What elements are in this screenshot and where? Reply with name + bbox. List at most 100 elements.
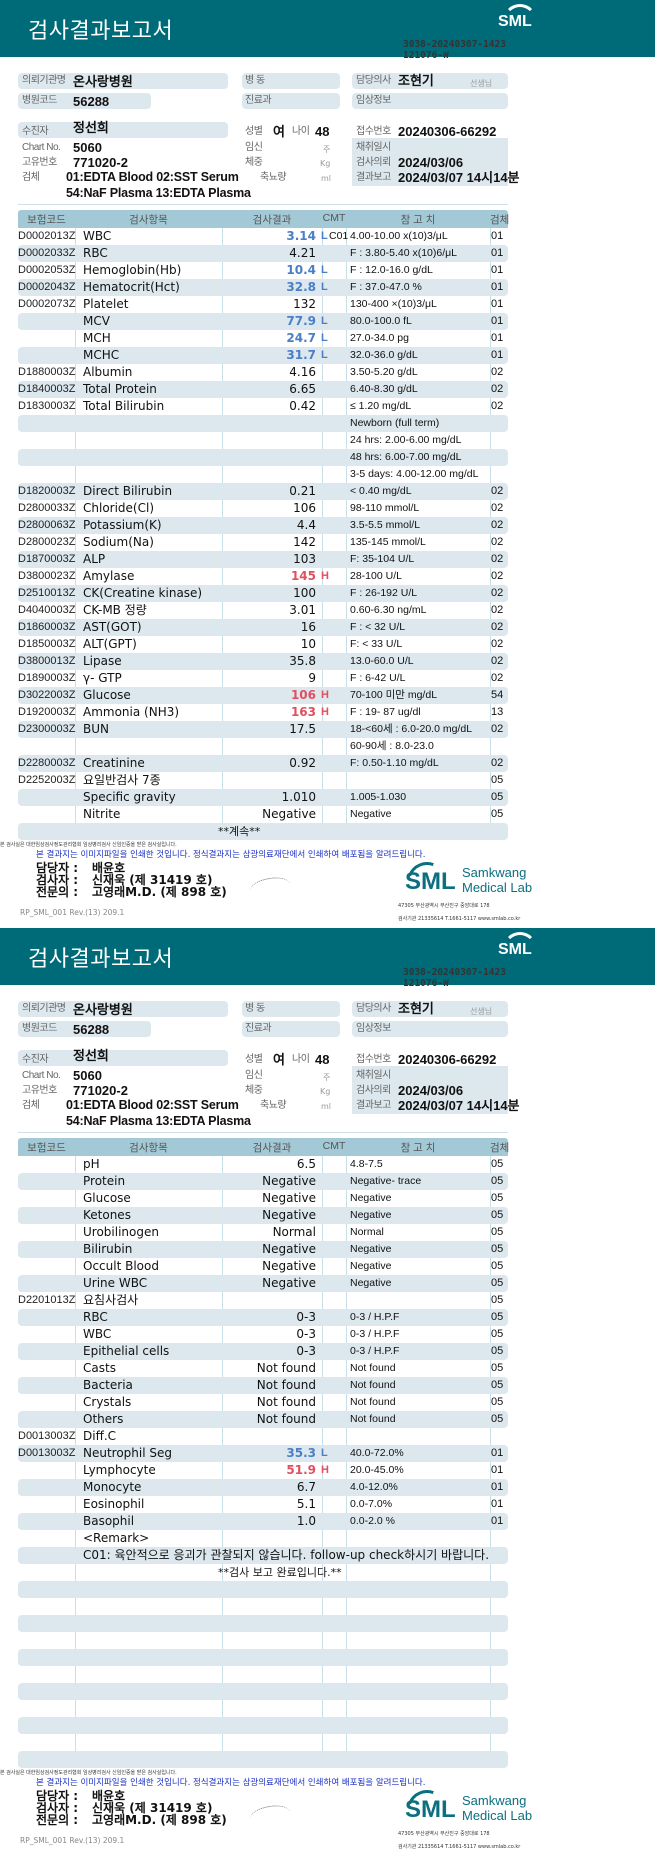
value-hospital_code: 56288 — [73, 1022, 110, 1037]
column-header-specimen: 검체 — [490, 1142, 510, 1154]
value-hospital_code: 56288 — [73, 94, 110, 109]
logo-arc-icon — [503, 4, 537, 38]
label-patient: 수진자 — [22, 126, 49, 137]
specimen-code: 05 — [491, 1175, 504, 1187]
table-row: WBC 0-3 0-3 / H.P.F 05 — [18, 1326, 508, 1343]
test-result: 100 — [293, 586, 316, 600]
test-result: 163 — [290, 705, 316, 719]
label-pregnancy: 임신 — [245, 142, 263, 153]
specimen-code: 01 — [491, 1481, 504, 1493]
reference-range: Not found — [350, 1379, 396, 1391]
test-result: Negative — [262, 1242, 316, 1256]
label-specimen: 검체 — [22, 172, 40, 183]
value-receipt_no: 20240306-66292 — [398, 124, 497, 139]
abnormal-flag: L — [321, 332, 328, 344]
info-field-bg — [352, 154, 508, 170]
table-header: 보험코드 검사항목 검사결과 CMT 참 고 치 검체 — [18, 210, 509, 228]
reference-range: 32.0-36.0 g/dL — [350, 349, 418, 361]
label-patient: 수진자 — [22, 1054, 49, 1065]
reference-range: 98-110 mmol/L — [350, 502, 420, 514]
column-header-item: 검사항목 — [129, 1142, 168, 1154]
info-field-bg — [352, 1021, 508, 1037]
test-item: BUN — [83, 722, 109, 736]
empty-row — [18, 1717, 508, 1734]
value-report_date: 2024/03/07 14시14분 — [398, 1098, 520, 1113]
table-row: C01: 육안적으로 응괴가 관찰되지 않습니다. follow-up chec… — [18, 1547, 508, 1564]
label-clinical_info: 임상정보 — [356, 95, 391, 106]
specimen-code: 02 — [491, 587, 504, 599]
test-item: Protein — [83, 1174, 126, 1188]
table-row: **계속** — [18, 823, 508, 840]
insurance-code: D0013003Z — [18, 1430, 76, 1442]
test-result: 106 — [290, 688, 316, 702]
test-result: Not found — [256, 1361, 316, 1375]
specimen-code: 05 — [491, 791, 504, 803]
status-note: **계속** — [218, 825, 261, 838]
test-result: 4.16 — [289, 365, 316, 379]
reference-range: Not found — [350, 1413, 396, 1425]
test-item: CK-MB 정량 — [83, 603, 147, 617]
table-row: Protein Negative Negative- trace 05 — [18, 1173, 508, 1190]
reference-range: 80.0-100.0 fL — [350, 315, 412, 327]
test-item: Monocyte — [83, 1480, 142, 1494]
table-row: D1870003Z ALP 103 F: 35-104 U/L 02 — [18, 551, 508, 568]
value-sex: 여 — [273, 124, 285, 139]
comment-code: C01 — [329, 230, 349, 242]
table-row: D2300003Z BUN 17.5 18-<60세 : 6.0-20.0 mg/dL… — [18, 721, 508, 738]
test-item: Bacteria — [83, 1378, 133, 1392]
info-field-bg — [18, 73, 228, 89]
test-item: CK(Creatine kinase) — [83, 586, 203, 600]
staff-line: 전문의 : 고영래M.D. (제 898 호) — [36, 886, 227, 898]
label-urine_volume: 축뇨량 — [260, 172, 287, 183]
table-row: D0002033Z RBC 4.21 F : 3.80-5.40 x(10)6/μL 0… — [18, 245, 508, 262]
table-row: Bacteria Not found Not found 05 — [18, 1377, 508, 1394]
column-divider — [346, 228, 347, 840]
reference-range: 28-100 U/L — [350, 570, 402, 582]
table-row: MCV 77.9 L 80.0-100.0 fL 01 — [18, 313, 508, 330]
test-result: 3.14 — [286, 229, 316, 243]
test-item: Urobilinogen — [83, 1225, 159, 1239]
staff-role: 담당자 : — [36, 1789, 79, 1803]
table-row: Lymphocyte 51.9 H 20.0-45.0% 01 — [18, 1462, 508, 1479]
test-item: pH — [83, 1157, 100, 1171]
value-age: 48 — [315, 1052, 330, 1067]
empty-row — [18, 1615, 508, 1632]
table-row: D1850003Z ALT(GPT) 10 F: < 33 U/L 02 — [18, 636, 508, 653]
reference-range: 60-90세 : 8.0-23.0 — [350, 740, 434, 752]
insurance-code: D0002033Z — [18, 247, 76, 259]
specimen-code: 01 — [491, 230, 504, 242]
test-result: 0.92 — [289, 756, 316, 770]
table-row: Eosinophil 5.1 0.0-7.0% 01 — [18, 1496, 508, 1513]
info-field-bg — [352, 170, 508, 186]
test-item: Lymphocyte — [83, 1463, 156, 1477]
specimen-code: 05 — [491, 1209, 504, 1221]
label-id_no: 고유번호 — [22, 1085, 57, 1096]
test-result: Normal — [272, 1225, 316, 1239]
table-row: 48 hrs: 6.00-7.00 mg/dL — [18, 449, 508, 466]
test-result: 0-3 — [296, 1327, 316, 1341]
test-result: 1.010 — [281, 790, 316, 804]
value-id_no: 771020-2 — [73, 1083, 128, 1098]
value-specimen_line1: 01:EDTA Blood 02:SST Serum — [66, 170, 239, 184]
test-result: 6.7 — [296, 1480, 316, 1494]
info-field-bg — [352, 1066, 508, 1082]
specimen-code: 01 — [491, 315, 504, 327]
staff-name: 배윤호 — [92, 1789, 126, 1803]
table-row: D1890003Z γ- GTP 9 F : 6-42 U/L 02 — [18, 670, 508, 687]
label-department: 진료과 — [245, 95, 272, 106]
logo-text: SML — [405, 1796, 456, 1823]
column-divider — [322, 1156, 323, 1768]
insurance-code: D0002043Z — [18, 281, 76, 293]
table-row: Urobilinogen Normal Normal 05 — [18, 1224, 508, 1241]
table-row: D0013003Z Diff.C — [18, 1428, 508, 1445]
info-field-bg — [18, 1001, 228, 1017]
report-title: 검사결과보고서 — [28, 947, 174, 972]
value-specimen_line1: 01:EDTA Blood 02:SST Serum — [66, 1098, 239, 1112]
empty-row — [18, 1700, 508, 1717]
pregnancy-unit: 주 — [323, 145, 331, 154]
insurance-code: D0002073Z — [18, 298, 76, 310]
empty-row — [18, 1666, 508, 1683]
test-result: 0.42 — [289, 399, 316, 413]
remark-text: C01: 육안적으로 응괴가 관찰되지 않습니다. follow-up chec… — [83, 1548, 490, 1562]
reference-range: Negative — [350, 808, 392, 820]
